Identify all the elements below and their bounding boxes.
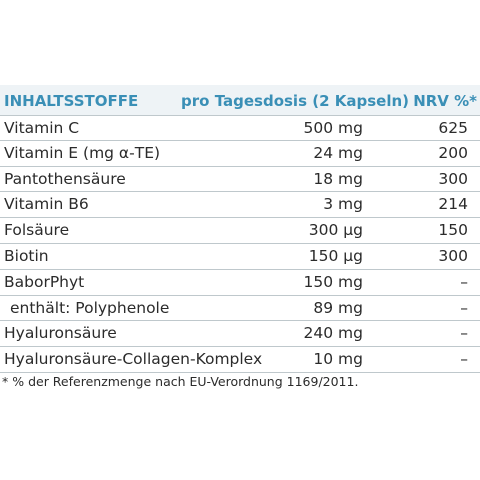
ingredient-dose: 240 mg bbox=[303, 324, 363, 343]
header-daily-dose: pro Tagesdosis (2 Kapseln) bbox=[181, 92, 409, 110]
table-row: Biotin 150 µg 300 bbox=[0, 244, 480, 270]
nutrition-table: INHALTSSTOFFE pro Tagesdosis (2 Kapseln)… bbox=[0, 85, 480, 373]
table-body: Vitamin C 500 mg 625 Vitamin E (mg α-TE) 24 … bbox=[0, 115, 480, 373]
ingredient-name: Vitamin B6 bbox=[4, 195, 89, 214]
table-header: INHALTSSTOFFE pro Tagesdosis (2 Kapseln)… bbox=[0, 85, 480, 115]
ingredient-nrv: 625 bbox=[438, 119, 468, 137]
table-row: Hyaluronsäure 240 mg – bbox=[0, 321, 480, 348]
table-row: Vitamin C 500 mg 625 bbox=[0, 115, 480, 141]
table-row: BaborPhyt 150 mg – bbox=[0, 270, 480, 296]
ingredient-name: Vitamin E (mg α-TE) bbox=[4, 143, 161, 162]
ingredient-nrv: 300 bbox=[438, 246, 468, 265]
table-row: enthält: Polyphenole 89 mg – bbox=[0, 296, 480, 322]
ingredient-dose: 89 mg bbox=[313, 298, 363, 317]
ingredient-nrv: – bbox=[460, 324, 468, 343]
ingredient-dose: 18 mg bbox=[313, 169, 363, 188]
ingredient-nrv: – bbox=[460, 350, 468, 369]
ingredient-nrv: – bbox=[460, 298, 468, 317]
ingredient-name: Vitamin C bbox=[4, 119, 80, 137]
ingredient-name: Pantothensäure bbox=[4, 169, 126, 188]
ingredient-nrv: 200 bbox=[438, 143, 468, 162]
table-row: Vitamin E (mg α-TE) 24 mg 200 bbox=[0, 141, 480, 167]
ingredient-dose: 3 mg bbox=[323, 195, 363, 214]
ingredient-name: Folsäure bbox=[4, 221, 70, 240]
header-nrv: NRV %* bbox=[413, 92, 477, 110]
ingredient-name: Biotin bbox=[4, 246, 49, 265]
ingredient-name: Hyaluronsäure bbox=[4, 324, 117, 343]
ingredient-name: enthält: Polyphenole bbox=[10, 298, 170, 317]
ingredient-dose: 150 mg bbox=[303, 272, 363, 291]
table-row: Folsäure 300 µg 150 bbox=[0, 218, 480, 244]
table-row: Vitamin B6 3 mg 214 bbox=[0, 192, 480, 219]
ingredient-nrv: – bbox=[460, 272, 468, 291]
ingredient-nrv: 300 bbox=[438, 169, 468, 188]
ingredient-name: Hyaluronsäure-Collagen-Komplex bbox=[4, 350, 263, 369]
ingredient-dose: 10 mg bbox=[313, 350, 363, 369]
ingredient-dose: 300 µg bbox=[308, 221, 363, 240]
footnote: * % der Referenzmenge nach EU-Verordnung… bbox=[2, 374, 359, 389]
ingredient-dose: 500 mg bbox=[303, 119, 363, 137]
ingredient-nrv: 214 bbox=[438, 195, 468, 214]
header-ingredients: INHALTSSTOFFE bbox=[4, 92, 139, 110]
ingredient-dose: 24 mg bbox=[313, 143, 363, 162]
table-row: Pantothensäure 18 mg 300 bbox=[0, 167, 480, 193]
ingredient-nrv: 150 bbox=[438, 221, 468, 240]
table-row: Hyaluronsäure-Collagen-Komplex 10 mg – bbox=[0, 347, 480, 373]
ingredient-dose: 150 µg bbox=[308, 246, 363, 265]
ingredient-name: BaborPhyt bbox=[4, 272, 85, 291]
